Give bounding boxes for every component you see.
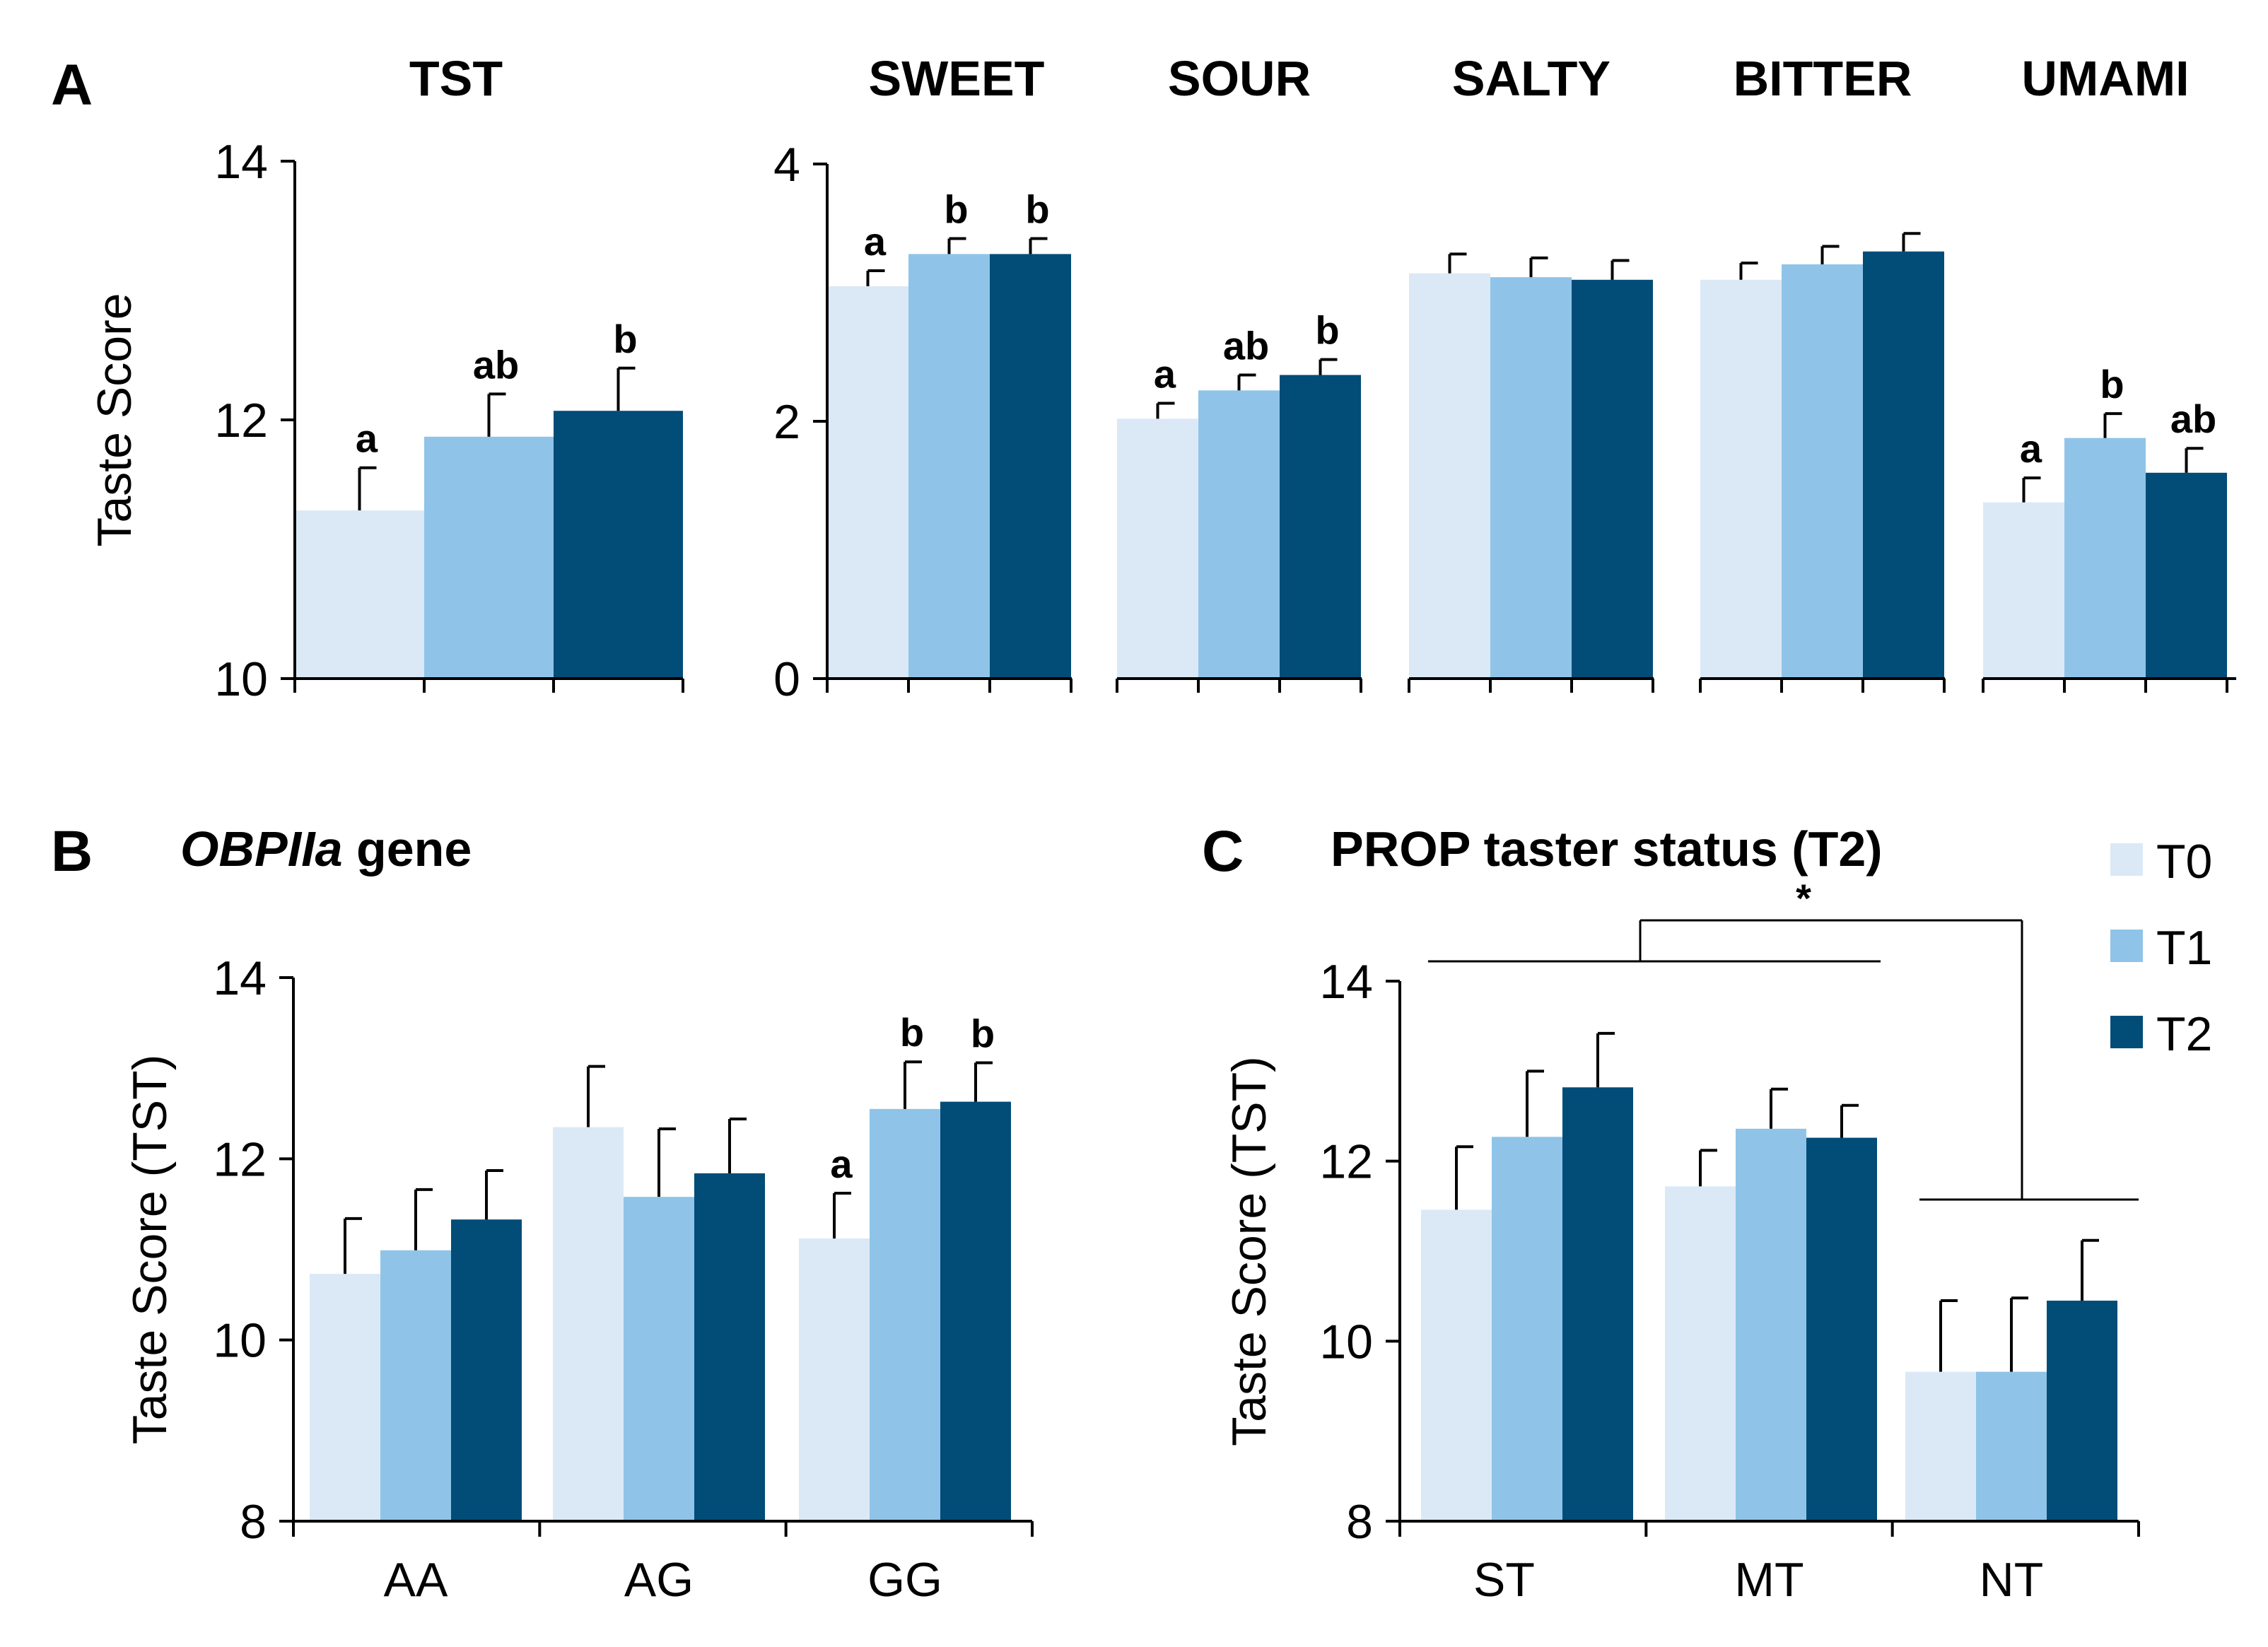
a-tastes-sig-letter: ab xyxy=(1223,323,1269,368)
b-bar-aa-t2 xyxy=(451,1219,522,1521)
a-tastes-sig-letter: b xyxy=(2100,362,2124,406)
b-bar-aa-t0 xyxy=(310,1274,380,1521)
c-category-label: ST xyxy=(1473,1553,1535,1607)
panel-a-title-umami: UMAMI xyxy=(2021,51,2189,106)
a-tastes-y-tick-label: 2 xyxy=(773,395,800,449)
a-tastes-sig-letter: b xyxy=(944,187,968,232)
c-bar-nt-t0 xyxy=(1905,1371,1976,1521)
c-bar-st-t2 xyxy=(1562,1087,1633,1521)
c-y-tick-label: 10 xyxy=(1319,1315,1373,1368)
a-tst-y-tick-label: 10 xyxy=(214,652,268,706)
c-category-label: MT xyxy=(1734,1553,1804,1607)
a-tastes-bar-sweet-t2 xyxy=(990,254,1071,679)
panel-a-title-bitter: BITTER xyxy=(1734,51,1912,106)
b-bar-gg-t0 xyxy=(799,1238,870,1521)
c-y-tick-label: 12 xyxy=(1319,1135,1373,1189)
panel-c-significance-star: * xyxy=(1796,876,1811,920)
a-tst-bar-tst-t0 xyxy=(295,510,424,679)
c-category-label: NT xyxy=(1980,1553,2044,1607)
a-tastes-bar-umami-t0 xyxy=(1983,502,2064,679)
b-category-label: AA xyxy=(384,1553,448,1607)
b-sig-letter: a xyxy=(830,1142,853,1186)
b-y-tick-label: 12 xyxy=(213,1132,267,1186)
b-bar-ag-t1 xyxy=(624,1197,694,1521)
a-tst-y-axis-label: Taste Score xyxy=(88,293,141,546)
b-category-label: AG xyxy=(624,1553,694,1607)
a-tastes-sig-letter: b xyxy=(1315,308,1339,353)
a-tst-y-tick-label: 14 xyxy=(214,135,268,189)
c-y-tick-label: 8 xyxy=(1346,1495,1373,1549)
a-tastes-bar-salty-t2 xyxy=(1572,279,1653,679)
b-category-label: GG xyxy=(867,1553,942,1607)
a-tastes-bar-sweet-t0 xyxy=(827,286,908,679)
b-bar-aa-t1 xyxy=(380,1250,451,1521)
c-y-tick-label: 14 xyxy=(1319,955,1373,1009)
panel-a-title-sour: SOUR xyxy=(1168,51,1311,106)
a-tastes-bar-sweet-t1 xyxy=(908,254,990,679)
b-bar-gg-t2 xyxy=(940,1101,1011,1521)
a-tastes-bar-umami-t1 xyxy=(2064,438,2146,679)
a-tst-bar-tst-t2 xyxy=(554,411,683,679)
legend-swatch-t2 xyxy=(2110,1016,2143,1048)
a-tst-sig-letter: a xyxy=(356,416,378,461)
panel-b-title-gene: OBPIIa xyxy=(180,821,343,877)
b-bar-ag-t2 xyxy=(694,1173,765,1521)
a-tastes-bar-umami-t2 xyxy=(2146,472,2227,679)
a-tastes-bar-bitter-t1 xyxy=(1782,264,1863,679)
a-tastes-y-tick-label: 4 xyxy=(773,138,800,192)
a-tst-sig-letter: b xyxy=(613,317,637,361)
panel-c-title: PROP taster status (T2) xyxy=(1331,821,1883,877)
bars-layer xyxy=(295,251,2227,1521)
a-tastes-bar-sour-t0 xyxy=(1117,418,1198,679)
a-tastes-sig-letter: a xyxy=(1154,352,1176,397)
panel-a-title-salty: SALTY xyxy=(1452,51,1611,106)
legend-swatch-t0 xyxy=(2110,843,2143,876)
a-tastes-sig-letter: a xyxy=(864,219,887,264)
c-bar-mt-t0 xyxy=(1665,1186,1736,1521)
b-sig-letter: b xyxy=(900,1010,924,1055)
b-bar-gg-t1 xyxy=(870,1108,940,1521)
a-tastes-bar-sour-t1 xyxy=(1198,390,1280,679)
a-tastes-sig-letter: b xyxy=(1025,187,1049,232)
c-bar-st-t0 xyxy=(1421,1209,1492,1521)
c-bar-mt-t2 xyxy=(1806,1137,1877,1521)
c-bar-mt-t1 xyxy=(1736,1128,1806,1521)
panel-a-title-sweet: SWEET xyxy=(869,51,1045,106)
panel-b-title: OBPIIa gene xyxy=(180,821,472,877)
a-tastes-bar-bitter-t2 xyxy=(1863,251,1944,679)
axes-layer xyxy=(279,160,2236,1537)
a-tastes-bar-salty-t0 xyxy=(1409,273,1490,679)
c-bar-st-t1 xyxy=(1492,1137,1562,1521)
panel-letter-c: C xyxy=(1202,819,1244,884)
c-bar-nt-t1 xyxy=(1976,1371,2047,1521)
a-tst-bar-tst-t1 xyxy=(424,436,554,679)
legend-label-t0: T0 xyxy=(2156,835,2212,889)
legend-swatch-t1 xyxy=(2110,930,2143,962)
legend: T0 T1 T2 xyxy=(2110,835,2212,1061)
a-tst-sig-letter: ab xyxy=(473,342,519,387)
panel-b-title-rest: gene xyxy=(343,821,472,877)
a-tastes-sig-letter: a xyxy=(2020,426,2042,471)
a-tastes-bar-sour-t2 xyxy=(1280,375,1361,679)
a-tastes-y-tick-label: 0 xyxy=(773,652,800,706)
panel-a-title-tst: TST xyxy=(409,51,503,106)
a-tastes-bar-bitter-t0 xyxy=(1700,279,1782,679)
c-y-axis-label: Taste Score (TST) xyxy=(1222,1056,1276,1446)
a-tastes-sig-letter: ab xyxy=(2170,397,2216,441)
panel-letter-b: B xyxy=(51,819,93,884)
legend-label-t1: T1 xyxy=(2156,921,2212,975)
b-y-tick-label: 8 xyxy=(240,1495,267,1549)
b-y-tick-label: 14 xyxy=(213,951,267,1005)
b-y-axis-label: Taste Score (TST) xyxy=(123,1055,177,1445)
c-bar-nt-t2 xyxy=(2047,1301,2117,1521)
b-y-tick-label: 10 xyxy=(213,1314,267,1368)
a-tst-y-tick-label: 12 xyxy=(214,394,268,447)
b-bar-ag-t0 xyxy=(553,1127,624,1521)
b-sig-letter: b xyxy=(971,1011,995,1055)
legend-label-t2: T2 xyxy=(2156,1007,2212,1061)
a-tastes-bar-salty-t1 xyxy=(1490,277,1572,679)
panel-letter-a: A xyxy=(51,53,93,117)
